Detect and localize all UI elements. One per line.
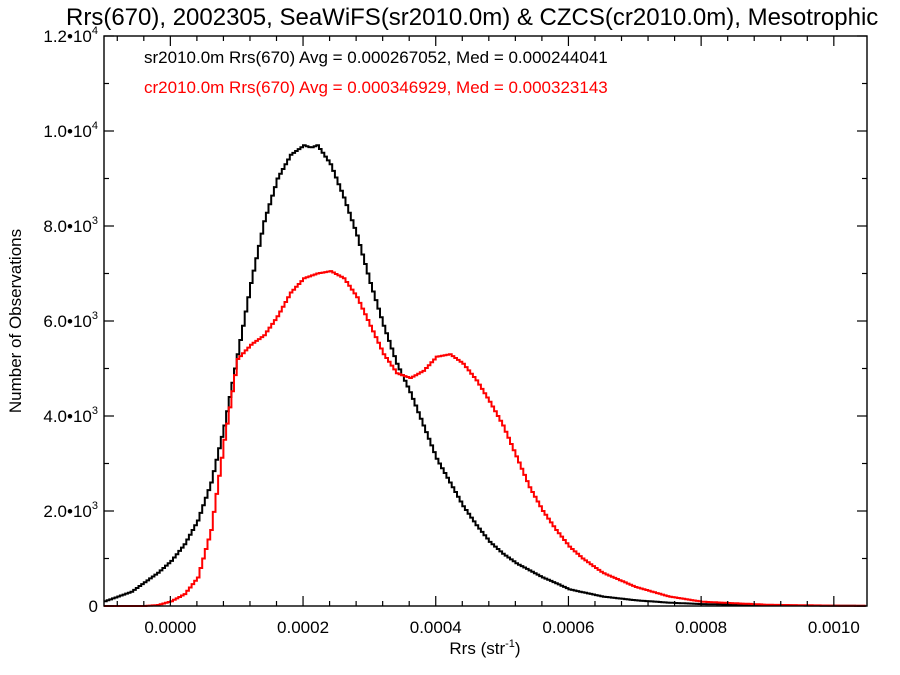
series-layer [104, 144, 866, 607]
y-tick-label: 1.2•104 [43, 25, 98, 46]
y-axis-label: Number of Observations [6, 229, 25, 413]
x-tick-label: 0.0008 [675, 618, 727, 637]
x-axis-label: Rrs (str-1) [449, 638, 520, 658]
x-tick-label: 0.0002 [277, 618, 329, 637]
x-axis-label-end: ) [515, 639, 521, 658]
y-axis-ticks: 0 2.0•103 4.0•103 6.0•103 8.0•103 1.0•104 1.2•… [43, 25, 867, 616]
annotation-black: sr2010.0m Rrs(670) Avg = 0.000267052, Me… [144, 48, 608, 67]
y-tick-label: 1.0•104 [43, 120, 98, 141]
series-line-red [104, 270, 866, 607]
x-tick-label: 0.0010 [808, 618, 860, 637]
y-tick-label: 6.0•103 [43, 310, 98, 331]
x-tick-label: 0.0006 [542, 618, 594, 637]
series-line-black [104, 144, 866, 607]
x-axis-label-sup: -1 [505, 638, 515, 650]
x-tick-label: 0.0000 [144, 618, 196, 637]
x-tick-label: 0.0004 [410, 618, 462, 637]
y-tick-label: 8.0•103 [43, 215, 98, 236]
plot-frame [103, 35, 868, 607]
x-axis-label-main: Rrs (str [449, 639, 505, 658]
annotation-red: cr2010.0m Rrs(670) Avg = 0.000346929, Me… [144, 78, 608, 97]
chart-title: Rrs(670), 2002305, SeaWiFS(sr2010.0m) & … [66, 4, 878, 31]
plot-area: 0.0000 0.0002 0.0004 0.0006 0.0008 0.0010 0 2.… [43, 25, 868, 637]
x-axis-ticks: 0.0000 0.0002 0.0004 0.0006 0.0008 0.0010 [116, 36, 860, 637]
y-tick-label: 0 [89, 597, 98, 616]
y-tick-label: 2.0•103 [43, 500, 98, 521]
y-tick-label: 4.0•103 [43, 405, 98, 426]
